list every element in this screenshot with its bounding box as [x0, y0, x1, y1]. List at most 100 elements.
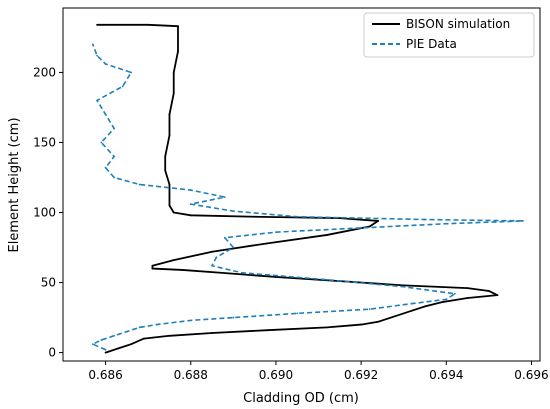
- data-point: [445, 222, 448, 225]
- data-point: [266, 329, 269, 332]
- data-point: [275, 276, 277, 278]
- y-tick-label: 0: [48, 346, 56, 360]
- data-point: [445, 298, 448, 301]
- data-point: [215, 256, 218, 259]
- data-point: [113, 127, 116, 130]
- data-point: [232, 246, 235, 249]
- data-point: [496, 294, 499, 297]
- data-point: [155, 323, 158, 326]
- data-point: [326, 326, 328, 329]
- data-point: [96, 99, 98, 102]
- data-point: [91, 43, 94, 46]
- y-axis-label: Element Height (cm): [7, 117, 22, 252]
- data-point: [223, 236, 226, 239]
- data-point: [138, 183, 141, 186]
- data-point: [130, 343, 133, 346]
- data-point: [338, 217, 341, 220]
- data-point: [104, 166, 107, 169]
- x-tick-label: 0.694: [429, 368, 463, 382]
- data-point: [168, 204, 171, 207]
- x-axis-label: Cladding OD (cm): [243, 391, 359, 406]
- data-point: [411, 302, 414, 305]
- data-point: [360, 323, 363, 326]
- data-point: [368, 225, 371, 228]
- data-point: [147, 23, 150, 26]
- data-point: [266, 242, 269, 245]
- data-point: [466, 287, 469, 290]
- data-point: [441, 301, 443, 304]
- data-point: [130, 71, 133, 74]
- legend-label-bison: BISON simulation: [406, 17, 510, 31]
- data-point: [368, 308, 371, 311]
- data-point: [91, 343, 94, 346]
- data-point: [402, 285, 405, 288]
- data-point: [211, 332, 213, 334]
- data-point: [168, 334, 171, 337]
- data-point: [232, 316, 235, 319]
- data-point: [164, 155, 167, 158]
- data-point: [240, 271, 243, 274]
- data-point: [125, 330, 128, 333]
- data-point: [189, 214, 192, 217]
- data-point: [219, 271, 222, 274]
- data-point: [96, 54, 98, 57]
- data-point: [189, 319, 192, 322]
- data-point: [104, 63, 107, 65]
- data-point: [104, 348, 107, 351]
- data-point: [253, 215, 256, 218]
- y-tick-label: 50: [41, 276, 56, 290]
- data-point: [522, 220, 524, 222]
- legend-box: [363, 12, 535, 58]
- data-point: [143, 337, 145, 340]
- data-point: [121, 85, 124, 88]
- series-pie-data: [91, 43, 524, 351]
- data-point: [104, 113, 107, 116]
- y-tick-label: 200: [33, 65, 56, 79]
- data-point: [164, 169, 167, 172]
- pie-line: [92, 44, 524, 351]
- data-point: [96, 23, 98, 26]
- data-point: [424, 305, 426, 308]
- data-point: [232, 210, 235, 213]
- data-point: [411, 309, 414, 312]
- data-point: [402, 284, 405, 287]
- data-point: [211, 264, 213, 267]
- data-point: [151, 264, 154, 267]
- data-point: [424, 218, 426, 221]
- y-tick-label: 100: [33, 206, 56, 220]
- data-point: [172, 71, 175, 74]
- x-tick-label: 0.688: [174, 368, 208, 382]
- data-point: [172, 92, 175, 95]
- x-tick-label: 0.686: [88, 368, 122, 382]
- data-point: [138, 326, 141, 329]
- data-point: [326, 234, 328, 236]
- data-point: [326, 278, 328, 281]
- data-point: [113, 334, 116, 337]
- data-point: [168, 183, 171, 186]
- data-point: [189, 189, 192, 192]
- x-tick-label: 0.696: [514, 368, 548, 382]
- data-point: [189, 203, 192, 206]
- series-layer: [91, 23, 524, 354]
- series-bison-simulation: [96, 23, 499, 354]
- data-point: [177, 25, 179, 28]
- data-point: [466, 297, 469, 299]
- data-point: [113, 176, 116, 179]
- data-point: [377, 220, 380, 222]
- y-axis: 0 50 100 150 200: [33, 65, 63, 360]
- data-point: [100, 141, 103, 144]
- data-point: [211, 250, 213, 253]
- data-point: [296, 312, 299, 315]
- data-point: [177, 50, 179, 53]
- legend: BISON simulation PIE Data: [363, 12, 535, 58]
- x-tick-label: 0.690: [259, 368, 293, 382]
- data-point: [296, 215, 299, 218]
- data-point: [453, 292, 456, 295]
- data-point: [100, 339, 103, 341]
- legend-label-pie: PIE Data: [406, 37, 457, 51]
- data-point: [360, 227, 363, 229]
- plot-frame: [62, 7, 541, 362]
- data-point: [487, 290, 490, 292]
